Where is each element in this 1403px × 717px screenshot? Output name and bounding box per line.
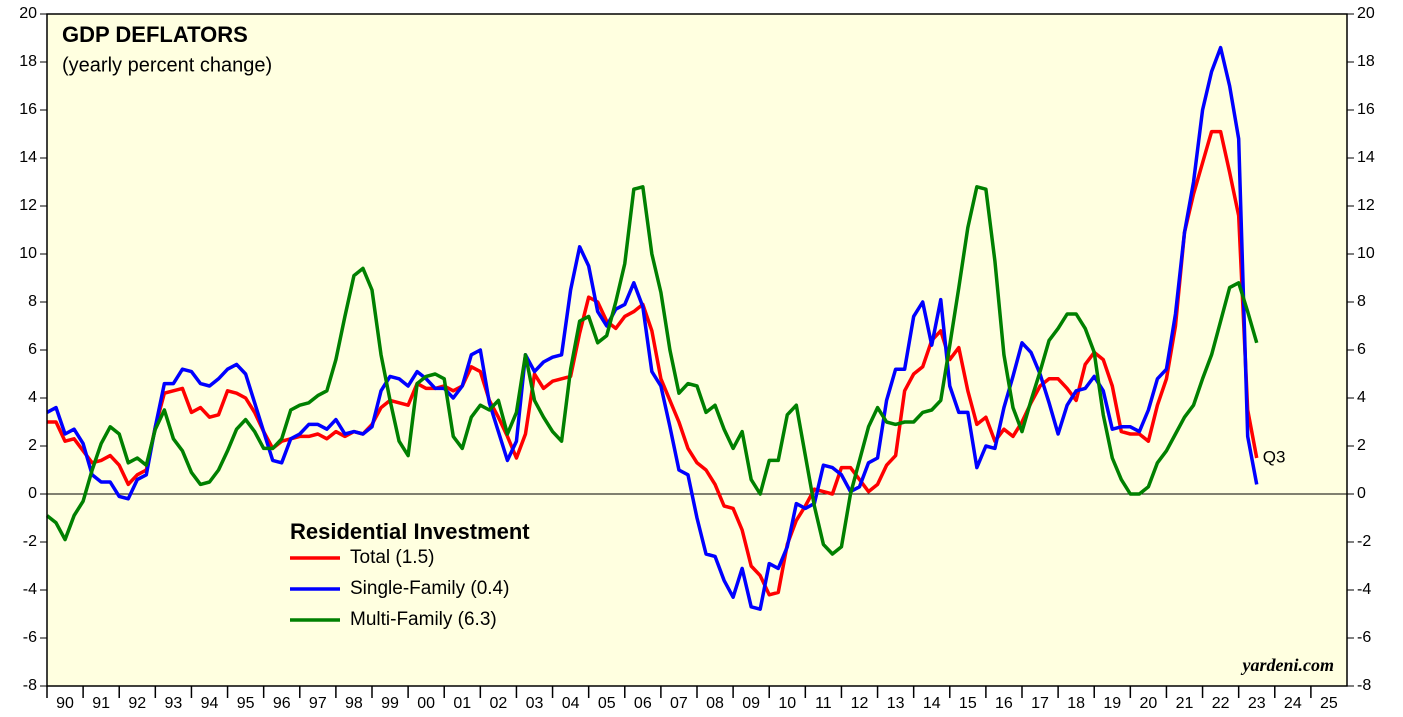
y-tick-label: 12 <box>19 197 37 214</box>
y2-tick-label: -6 <box>1357 629 1371 646</box>
x-tick-label: 12 <box>851 695 869 712</box>
y-tick-label: 14 <box>19 149 37 166</box>
x-tick-label: 11 <box>815 695 832 712</box>
y2-tick-label: 20 <box>1357 5 1375 22</box>
y-tick-label: -8 <box>23 677 37 694</box>
x-tick-label: 96 <box>273 695 291 712</box>
legend-label: Single-Family (0.4) <box>350 578 509 599</box>
legend-title: Residential Investment <box>290 519 530 544</box>
x-tick-label: 13 <box>887 695 905 712</box>
x-tick-label: 10 <box>778 695 796 712</box>
y-tick-label: 0 <box>28 485 37 502</box>
chart-subtitle: (yearly percent change) <box>62 54 272 76</box>
x-tick-label: 14 <box>923 695 941 712</box>
lines <box>45 45 1259 611</box>
x-tick-label: 07 <box>670 695 688 712</box>
x-tick-label: 15 <box>959 695 977 712</box>
x-tick-label: 94 <box>201 695 219 712</box>
y-tick-label: 8 <box>28 293 37 310</box>
series-line <box>45 185 1259 556</box>
plot-background <box>47 14 1347 686</box>
chart-title: GDP DEFLATORS <box>62 22 248 47</box>
x-tick-label: 90 <box>56 695 74 712</box>
y2-tick-label: 12 <box>1357 197 1375 214</box>
x-tick-label: 91 <box>92 695 110 712</box>
y-tick-label: -6 <box>23 629 37 646</box>
y-tick-label: -2 <box>23 533 37 550</box>
y2-tick-label: 2 <box>1357 437 1366 454</box>
x-tick-label: 03 <box>526 695 544 712</box>
y2-tick-label: 18 <box>1357 53 1375 70</box>
y2-tick-label: 10 <box>1357 245 1375 262</box>
x-tick-label: 01 <box>453 695 471 712</box>
source: yardeni.com <box>1241 655 1335 675</box>
y2-tick-label: 4 <box>1357 389 1366 406</box>
y-tick-label: -4 <box>23 581 37 598</box>
x-tick-label: 20 <box>1139 695 1157 712</box>
y2-tick-label: 16 <box>1357 101 1375 118</box>
x-tick-label: 19 <box>1103 695 1121 712</box>
x-tick-label: 25 <box>1320 695 1338 712</box>
y-tick-label: 18 <box>19 53 37 70</box>
legend-label: Multi-Family (6.3) <box>350 609 497 630</box>
y2-tick-label: 8 <box>1357 293 1366 310</box>
y-tick-label: 20 <box>19 5 37 22</box>
x-tick-label: 00 <box>417 695 435 712</box>
x-tick-label: 08 <box>706 695 724 712</box>
annotation: Q3 <box>1263 447 1286 466</box>
y-tick-label: 2 <box>28 437 37 454</box>
series-line <box>47 129 1259 597</box>
x-tick-label: 99 <box>381 695 399 712</box>
y-tick-label: 4 <box>28 389 37 406</box>
plot-frame <box>46 13 1348 687</box>
x-tick-label: 22 <box>1212 695 1230 712</box>
x-tick-label: 16 <box>995 695 1013 712</box>
x-tick-label: 05 <box>598 695 616 712</box>
y2-tick-label: 6 <box>1357 341 1366 358</box>
x-tick-label: 93 <box>164 695 182 712</box>
x-tick-label: 21 <box>1176 695 1194 712</box>
x-tick-label: 95 <box>237 695 255 712</box>
x-tick-label: 92 <box>128 695 146 712</box>
x-tick-label: 04 <box>562 695 580 712</box>
y2-tick-label: 0 <box>1357 485 1366 502</box>
x-tick-label: 09 <box>742 695 760 712</box>
x-tick-label: 24 <box>1284 695 1302 712</box>
x-tick-label: 02 <box>489 695 507 712</box>
y2-tick-label: -4 <box>1357 581 1371 598</box>
y2-tick-label: -8 <box>1357 677 1371 694</box>
x-tick-label: 97 <box>309 695 327 712</box>
y-tick-label: 10 <box>19 245 37 262</box>
series-line <box>46 45 1259 611</box>
y2-tick-label: -2 <box>1357 533 1371 550</box>
x-tick-label: 18 <box>1067 695 1085 712</box>
y2-tick-label: 14 <box>1357 149 1375 166</box>
legend-label: Total (1.5) <box>350 547 434 568</box>
y-tick-label: 6 <box>28 341 37 358</box>
y-tick-label: 16 <box>19 101 37 118</box>
x-tick-label: 98 <box>345 695 363 712</box>
x-tick-label: 23 <box>1248 695 1266 712</box>
x-tick-label: 17 <box>1031 695 1049 712</box>
x-tick-label: 06 <box>634 695 652 712</box>
